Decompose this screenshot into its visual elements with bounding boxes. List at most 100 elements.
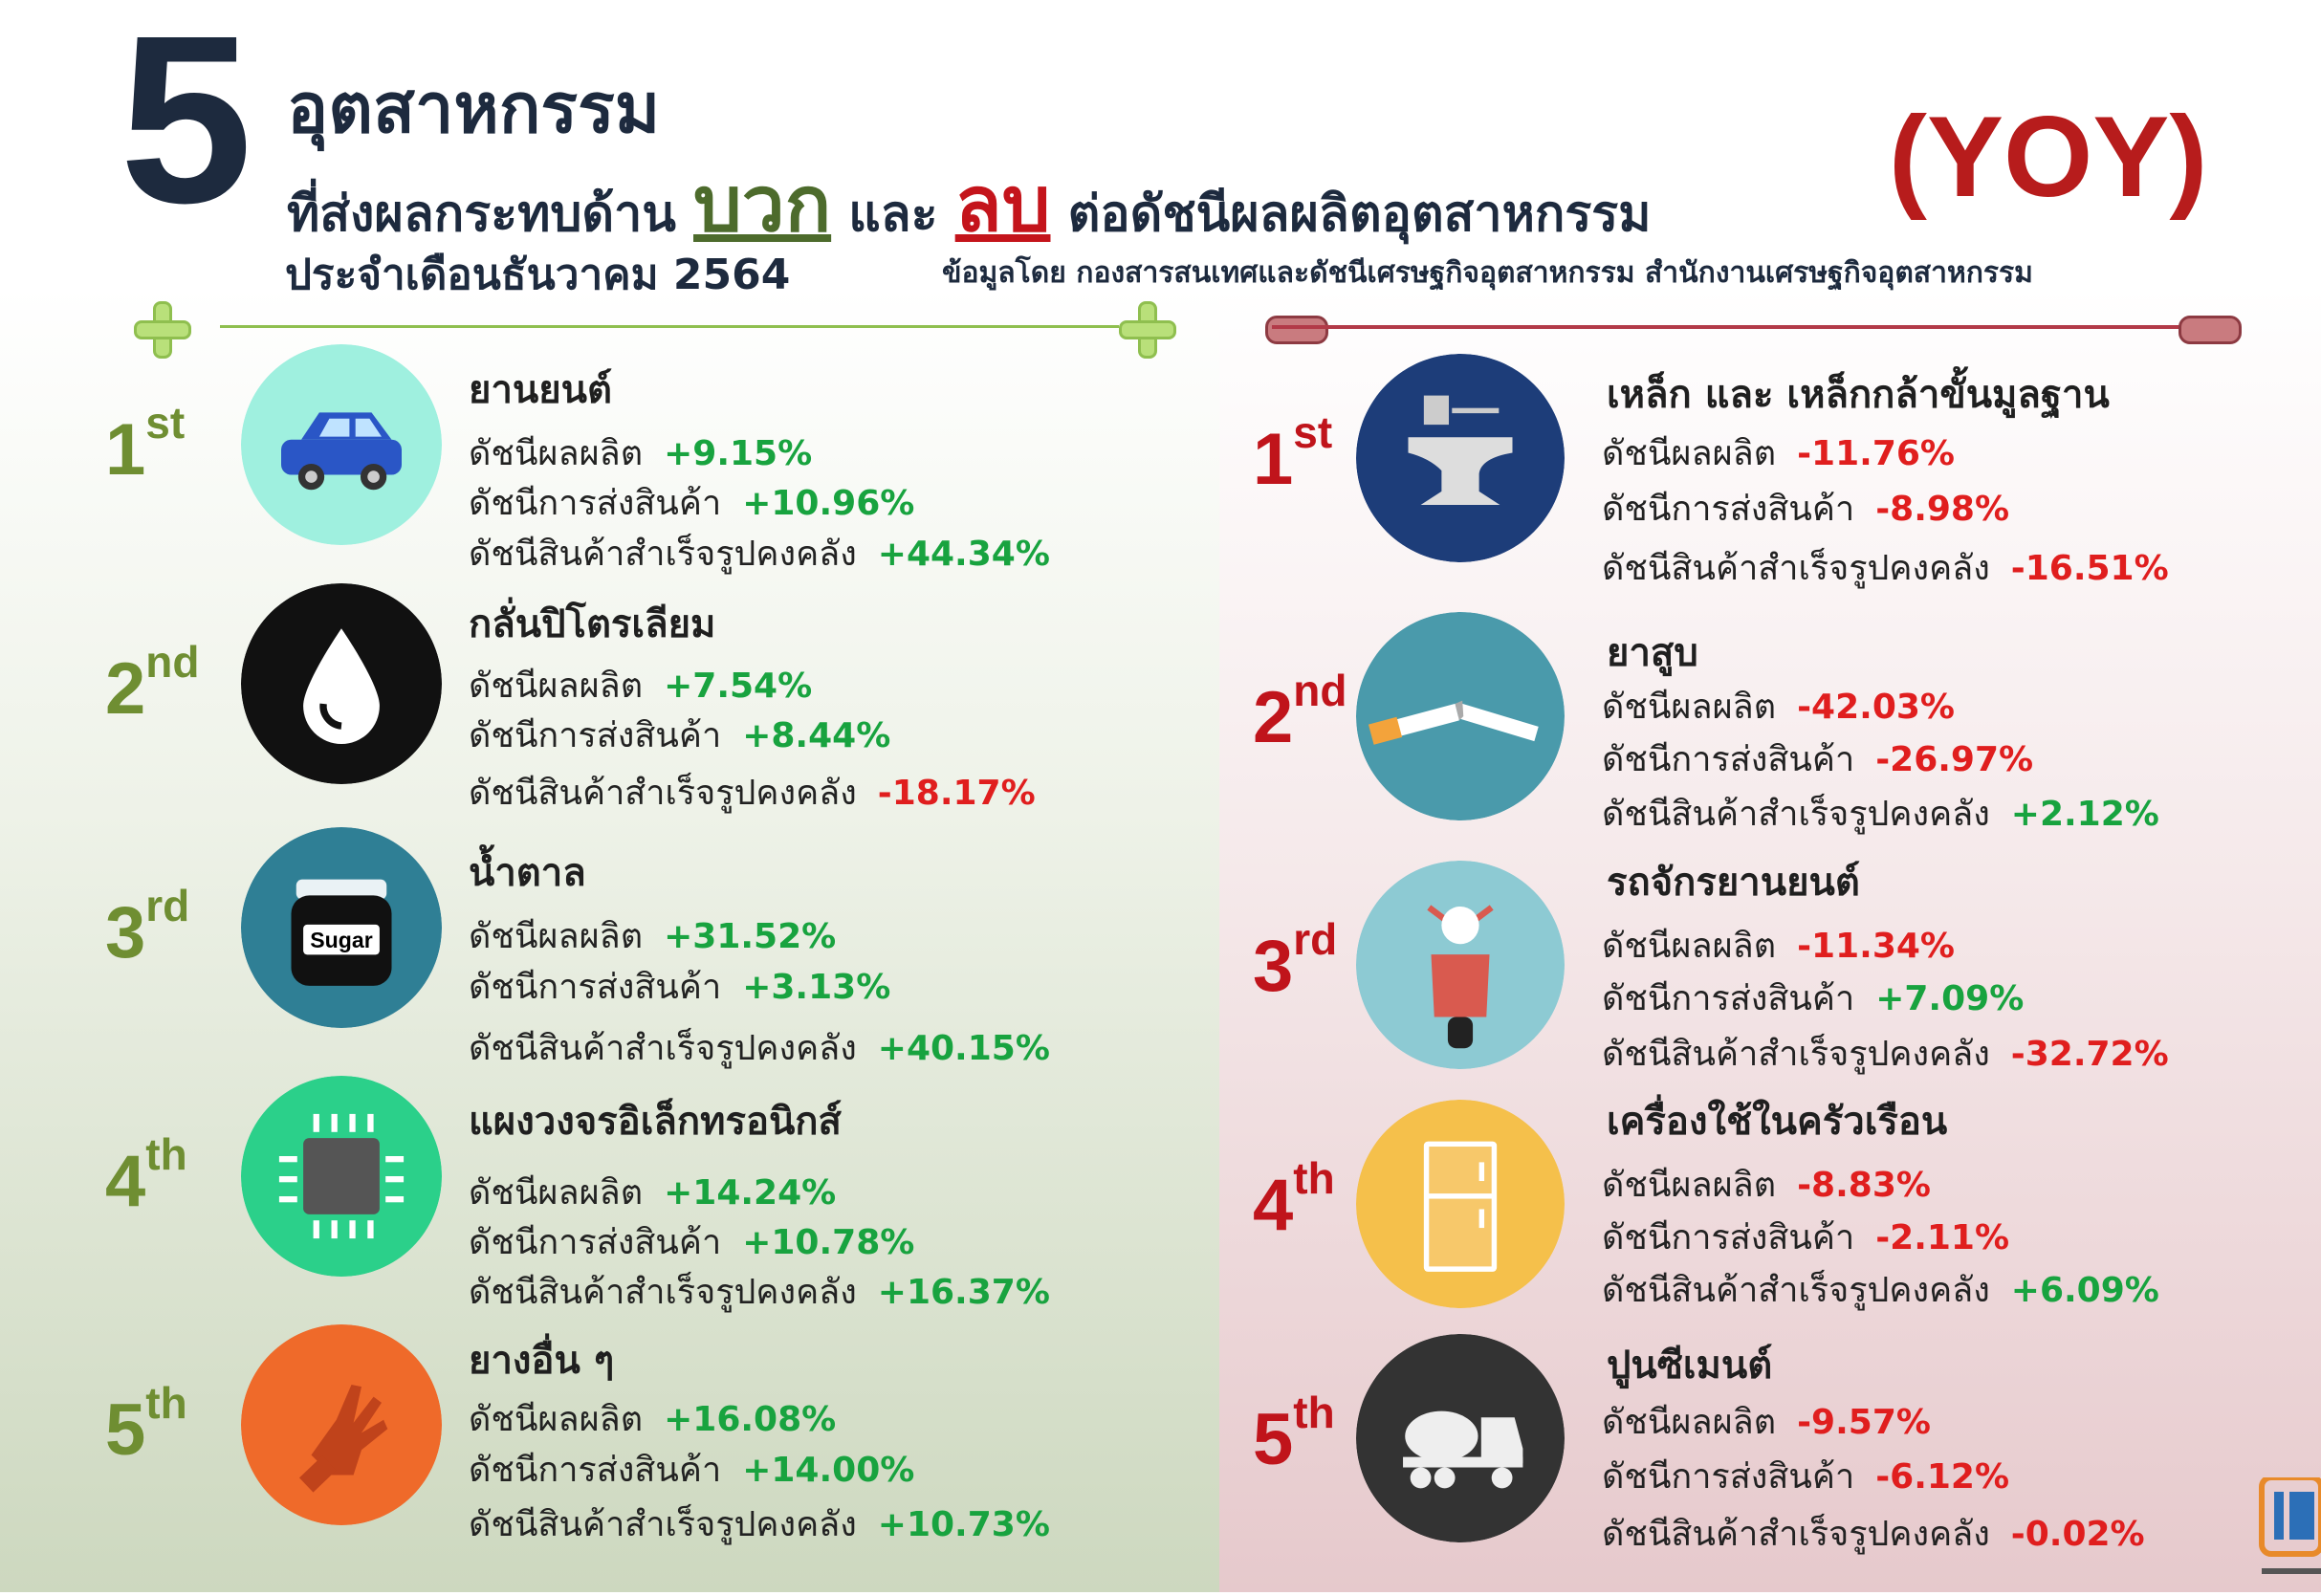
rank-label: 3rd [1253, 913, 1337, 1008]
index-value: -42.03% [1797, 688, 1955, 727]
rank-suffix: st [1293, 407, 1333, 457]
period-label: ประจำเดือนธันวาคม 2564 [285, 251, 791, 299]
industry-name: กลั่นปิโตรเลียม [469, 602, 716, 646]
rank-number: 5 [105, 1389, 146, 1471]
index-value: +14.00% [742, 1451, 915, 1490]
rank-number: 5 [1253, 1399, 1294, 1480]
index-label: ดัชนีสินค้าสำเร็จรูปคงคลัง [469, 1029, 857, 1068]
industry-name: แผงวงจรอิเล็กทรอนิกส์ [469, 1100, 842, 1144]
cement-truck-icon [1356, 1334, 1565, 1542]
rank-suffix: rd [1293, 914, 1338, 964]
index-value: +16.08% [664, 1400, 837, 1439]
index-label: ดัชนีการส่งสินค้า [469, 716, 722, 755]
rank-number: 1 [105, 409, 146, 491]
and-word: และ [848, 186, 938, 243]
yoy-label: (YOY) [1889, 93, 2208, 221]
rank-label: 5th [1253, 1387, 1335, 1481]
rank-label: 1st [1253, 406, 1332, 501]
rank-number: 3 [105, 892, 146, 973]
index-label: ดัชนีการส่งสินค้า [469, 1451, 722, 1490]
plus-icon [134, 301, 191, 359]
cigarette-icon [1356, 612, 1565, 820]
index-row-production: ดัชนีผลผลิต +16.08% [469, 1391, 836, 1446]
index-label: ดัชนีการส่งสินค้า [469, 968, 722, 1007]
index-value: -11.76% [1797, 434, 1955, 473]
index-label: ดัชนีผลผลิต [1602, 927, 1777, 966]
industry-name: เครื่องใช้ในครัวเรือน [1607, 1100, 1948, 1144]
industry-name: รถจักรยานยนต์ [1607, 861, 1860, 905]
rank-label: 2nd [1253, 665, 1347, 759]
index-label: ดัชนีผลผลิต [469, 1173, 644, 1213]
index-label: ดัชนีผลผลิต [469, 1400, 644, 1439]
index-label: ดัชนีสินค้าสำเร็จรูปคงคลัง [1602, 1271, 1990, 1310]
index-row-shipment: ดัชนีการส่งสินค้า +3.13% [469, 959, 890, 1014]
index-label: ดัชนีการส่งสินค้า [1602, 1457, 1855, 1497]
plus-icon [1119, 301, 1176, 359]
index-row-inventory: ดัชนีสินค้าสำเร็จรูปคงคลัง -0.02% [1602, 1506, 2145, 1561]
index-value: +7.09% [1875, 979, 2025, 1018]
rank-label: 3rd [105, 880, 189, 974]
index-row-inventory: ดัชนีสินค้าสำเร็จรูปคงคลัง -18.17% [469, 765, 1036, 820]
index-value: -6.12% [1875, 1457, 2010, 1497]
index-label: ดัชนีสินค้าสำเร็จรูปคงคลัง [1602, 795, 1990, 834]
rank-number: 2 [1253, 677, 1294, 758]
index-row-production: ดัชนีผลผลิต -42.03% [1602, 679, 1955, 733]
index-value: +40.15% [877, 1029, 1050, 1068]
index-value: +2.12% [2010, 795, 2159, 834]
subtitle-prefix: ที่ส่งผลกระทบด้าน [287, 186, 676, 243]
rank-label: 5th [105, 1377, 187, 1472]
index-label: ดัชนีสินค้าสำเร็จรูปคงคลัง [1602, 1515, 1990, 1554]
rank-label: 2nd [105, 636, 199, 731]
index-row-shipment: ดัชนีการส่งสินค้า +8.44% [469, 708, 890, 762]
industry-name: ยางอื่น ๆ [469, 1339, 615, 1383]
source-note: ข้อมูลโดย กองสารสนเทศและดัชนีเศรษฐกิจอุต… [942, 256, 2033, 290]
index-row-inventory: ดัชนีสินค้าสำเร็จรูปคงคลัง -16.51% [1602, 540, 2169, 595]
index-value: +31.52% [664, 917, 837, 956]
index-row-production: ดัชนีผลผลิต +9.15% [469, 426, 812, 480]
index-value: +8.44% [742, 716, 891, 755]
index-label: ดัชนีผลผลิต [469, 434, 644, 473]
index-row-inventory: ดัชนีสินค้าสำเร็จรูปคงคลัง +40.15% [469, 1020, 1050, 1075]
index-row-inventory: ดัชนีสินค้าสำเร็จรูปคงคลัง -32.72% [1602, 1026, 2169, 1081]
index-row-inventory: ดัชนีสินค้าสำเร็จรูปคงคลัง +10.73% [469, 1497, 1050, 1551]
rank-number: 4 [1253, 1165, 1294, 1246]
sugar-jar-icon: Sugar [241, 827, 442, 1028]
index-value: -9.57% [1797, 1403, 1931, 1442]
index-value: -32.72% [2010, 1035, 2169, 1074]
minus-icon [2179, 316, 2242, 344]
headline-title: อุตสาหกรรม [287, 68, 661, 148]
index-row-production: ดัชนีผลผลิต +14.24% [469, 1165, 836, 1219]
index-label: ดัชนีผลผลิต [1602, 1166, 1777, 1205]
rank-number: 4 [105, 1141, 146, 1222]
index-value: -8.98% [1875, 490, 2010, 529]
index-row-production: ดัชนีผลผลิต -8.83% [1602, 1157, 1931, 1212]
positive-word: บวก [693, 160, 832, 249]
index-value: +10.78% [742, 1223, 915, 1262]
index-row-shipment: ดัชนีการส่งสินค้า +7.09% [1602, 971, 2024, 1025]
index-label: ดัชนีการส่งสินค้า [469, 484, 722, 523]
index-row-shipment: ดัชนีการส่งสินค้า -2.11% [1602, 1210, 2009, 1264]
rank-suffix: th [145, 1129, 187, 1179]
rank-suffix: st [145, 398, 186, 448]
headline-number: 5 [120, 0, 253, 252]
index-value: +7.54% [664, 667, 813, 706]
index-row-shipment: ดัชนีการส่งสินค้า +10.96% [469, 475, 914, 530]
positive-panel-background [0, 287, 1219, 1592]
rank-suffix: rd [145, 881, 190, 930]
rank-number: 3 [1253, 926, 1294, 1007]
index-value: -26.97% [1875, 740, 2034, 779]
rank-suffix: th [1293, 1388, 1335, 1437]
rank-suffix: th [145, 1378, 187, 1428]
chip-icon [241, 1076, 442, 1277]
headline-subtitle: ที่ส่งผลกระทบด้าน บวก และ ลบ ต่อดัชนีผลผ… [287, 143, 1651, 265]
industry-name: น้ำตาล [469, 851, 586, 895]
index-label: ดัชนีสินค้าสำเร็จรูปคงคลัง [469, 1273, 857, 1312]
index-row-inventory: ดัชนีสินค้าสำเร็จรูปคงคลัง +6.09% [1602, 1262, 2159, 1317]
rank-suffix: nd [1293, 666, 1347, 715]
divider-negative [1272, 325, 2228, 329]
index-value: -11.34% [1797, 927, 1955, 966]
index-row-shipment: ดัชนีการส่งสินค้า +10.78% [469, 1214, 914, 1269]
index-row-inventory: ดัชนีสินค้าสำเร็จรูปคงคลัง +44.34% [469, 526, 1050, 580]
rank-suffix: nd [145, 637, 200, 687]
rank-number: 2 [105, 648, 146, 730]
